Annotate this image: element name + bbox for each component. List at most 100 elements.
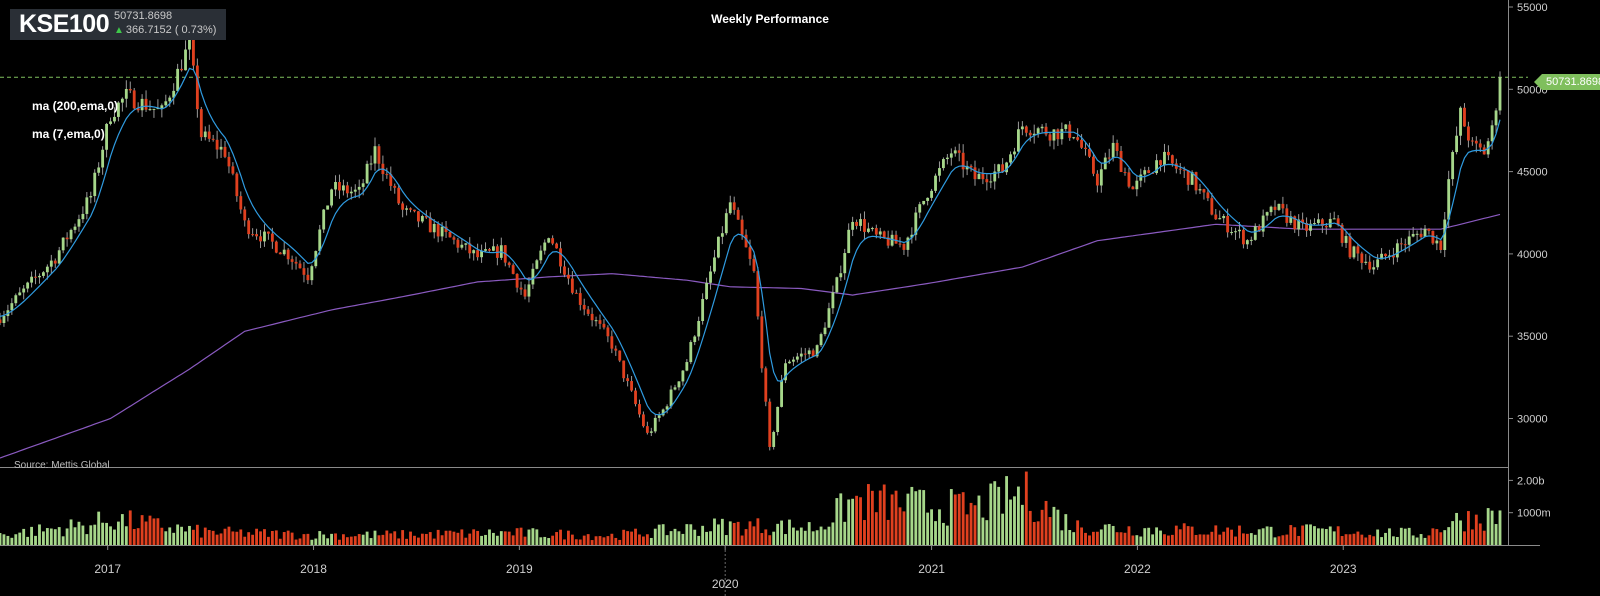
volume-bar: [1478, 523, 1482, 545]
volume-bar: [286, 530, 290, 545]
candle-body: [776, 406, 780, 432]
candle-body: [677, 381, 681, 388]
volume-bar: [1470, 529, 1474, 545]
volume-bar: [160, 527, 164, 545]
volume-bar: [1115, 532, 1119, 545]
candle-body: [420, 216, 424, 222]
volume-bar: [120, 514, 124, 545]
volume-bar: [973, 505, 977, 545]
volume-bar: [547, 538, 551, 545]
candle-body: [665, 406, 669, 410]
volume-bar: [1431, 528, 1435, 545]
volume-bar: [278, 538, 282, 545]
candle-body: [622, 360, 626, 379]
candle-body: [709, 271, 712, 283]
volume-bar: [981, 517, 985, 545]
volume-bar: [73, 527, 77, 545]
volume-bar: [784, 534, 787, 545]
candle-body: [799, 353, 803, 357]
candle-body: [1080, 139, 1083, 148]
candle-body: [642, 414, 645, 427]
volume-bar: [1095, 531, 1099, 545]
candle-body: [1478, 143, 1482, 148]
candle-body: [1372, 267, 1376, 270]
volume-bar: [642, 536, 645, 545]
volume-bar: [1399, 527, 1403, 545]
candle-body: [894, 234, 898, 244]
volume-bar: [1344, 534, 1348, 545]
candle-body: [543, 242, 547, 251]
candle-body: [1178, 168, 1182, 170]
candle-body: [1182, 169, 1186, 171]
volume-bar: [843, 521, 847, 545]
candle-body: [1099, 169, 1103, 186]
candle-body: [870, 228, 874, 230]
volume-bar: [124, 526, 128, 545]
candle-body: [97, 167, 101, 173]
volume-bar: [105, 522, 108, 545]
volume-bar: [870, 490, 874, 545]
candle-body: [342, 185, 345, 191]
volume-bar: [874, 512, 878, 545]
candle-body: [1032, 133, 1036, 136]
candle-body: [1001, 164, 1005, 173]
candle-body: [1115, 142, 1119, 152]
y-tick-label: 30000: [1517, 414, 1548, 426]
candle-body: [1423, 228, 1427, 237]
candle-body: [626, 378, 630, 382]
candle-body: [338, 182, 341, 191]
volume-bar: [1202, 534, 1206, 545]
volume-bar: [1072, 532, 1076, 545]
volume-bar: [1024, 471, 1028, 545]
volume-bar: [1376, 529, 1380, 545]
volume-bar: [444, 530, 448, 545]
volume-bar: [1245, 533, 1249, 545]
volume-bar: [823, 529, 827, 545]
candle-body: [831, 292, 835, 309]
volume-bar: [488, 529, 491, 545]
y-tick-label: 40000: [1517, 249, 1548, 261]
candle-body: [1167, 151, 1170, 156]
candle-body: [373, 146, 377, 164]
candle-body: [14, 295, 18, 304]
candle-body: [547, 238, 551, 243]
volume-bar: [653, 528, 657, 545]
candle-body: [1068, 124, 1072, 138]
indicator-label-ma200[interactable]: ma (200,ema,0): [32, 99, 119, 113]
volume-bar: [270, 530, 274, 545]
volume-bar: [1127, 526, 1131, 545]
candle-body: [867, 228, 870, 232]
volume-tick-label: 2.00b: [1517, 475, 1545, 487]
volume-bar: [282, 532, 286, 545]
candle-body: [1285, 208, 1289, 223]
candle-body: [780, 380, 783, 407]
candle-body: [957, 150, 961, 153]
volume-bar: [1040, 509, 1044, 545]
candle-body: [1143, 170, 1147, 175]
candle-body: [1498, 77, 1502, 111]
candle-body: [10, 303, 14, 311]
volume-bar: [768, 535, 772, 545]
volume-bar: [503, 531, 507, 545]
volume-bar: [618, 539, 622, 545]
candle-body: [223, 146, 227, 157]
volume-bar: [101, 522, 105, 545]
candle-body: [1107, 157, 1111, 159]
candle-body: [1170, 155, 1174, 164]
candle-body: [326, 205, 330, 210]
candle-body: [1317, 219, 1320, 224]
candle-body: [1009, 154, 1012, 163]
volume-bar: [322, 534, 326, 545]
volume-bar: [1151, 534, 1155, 545]
volume-bar: [1001, 513, 1005, 545]
candle-body: [120, 98, 124, 103]
candle-body: [997, 164, 1001, 172]
volume-bar: [563, 539, 566, 545]
volume-bar: [827, 526, 831, 545]
candle-body: [1198, 189, 1202, 191]
y-tick-label: 55000: [1517, 2, 1548, 14]
volume-bar: [1249, 533, 1253, 545]
candle-body: [1281, 203, 1285, 209]
volume-bar: [1155, 527, 1158, 545]
indicator-label-ma7[interactable]: ma (7,ema,0): [32, 127, 105, 141]
